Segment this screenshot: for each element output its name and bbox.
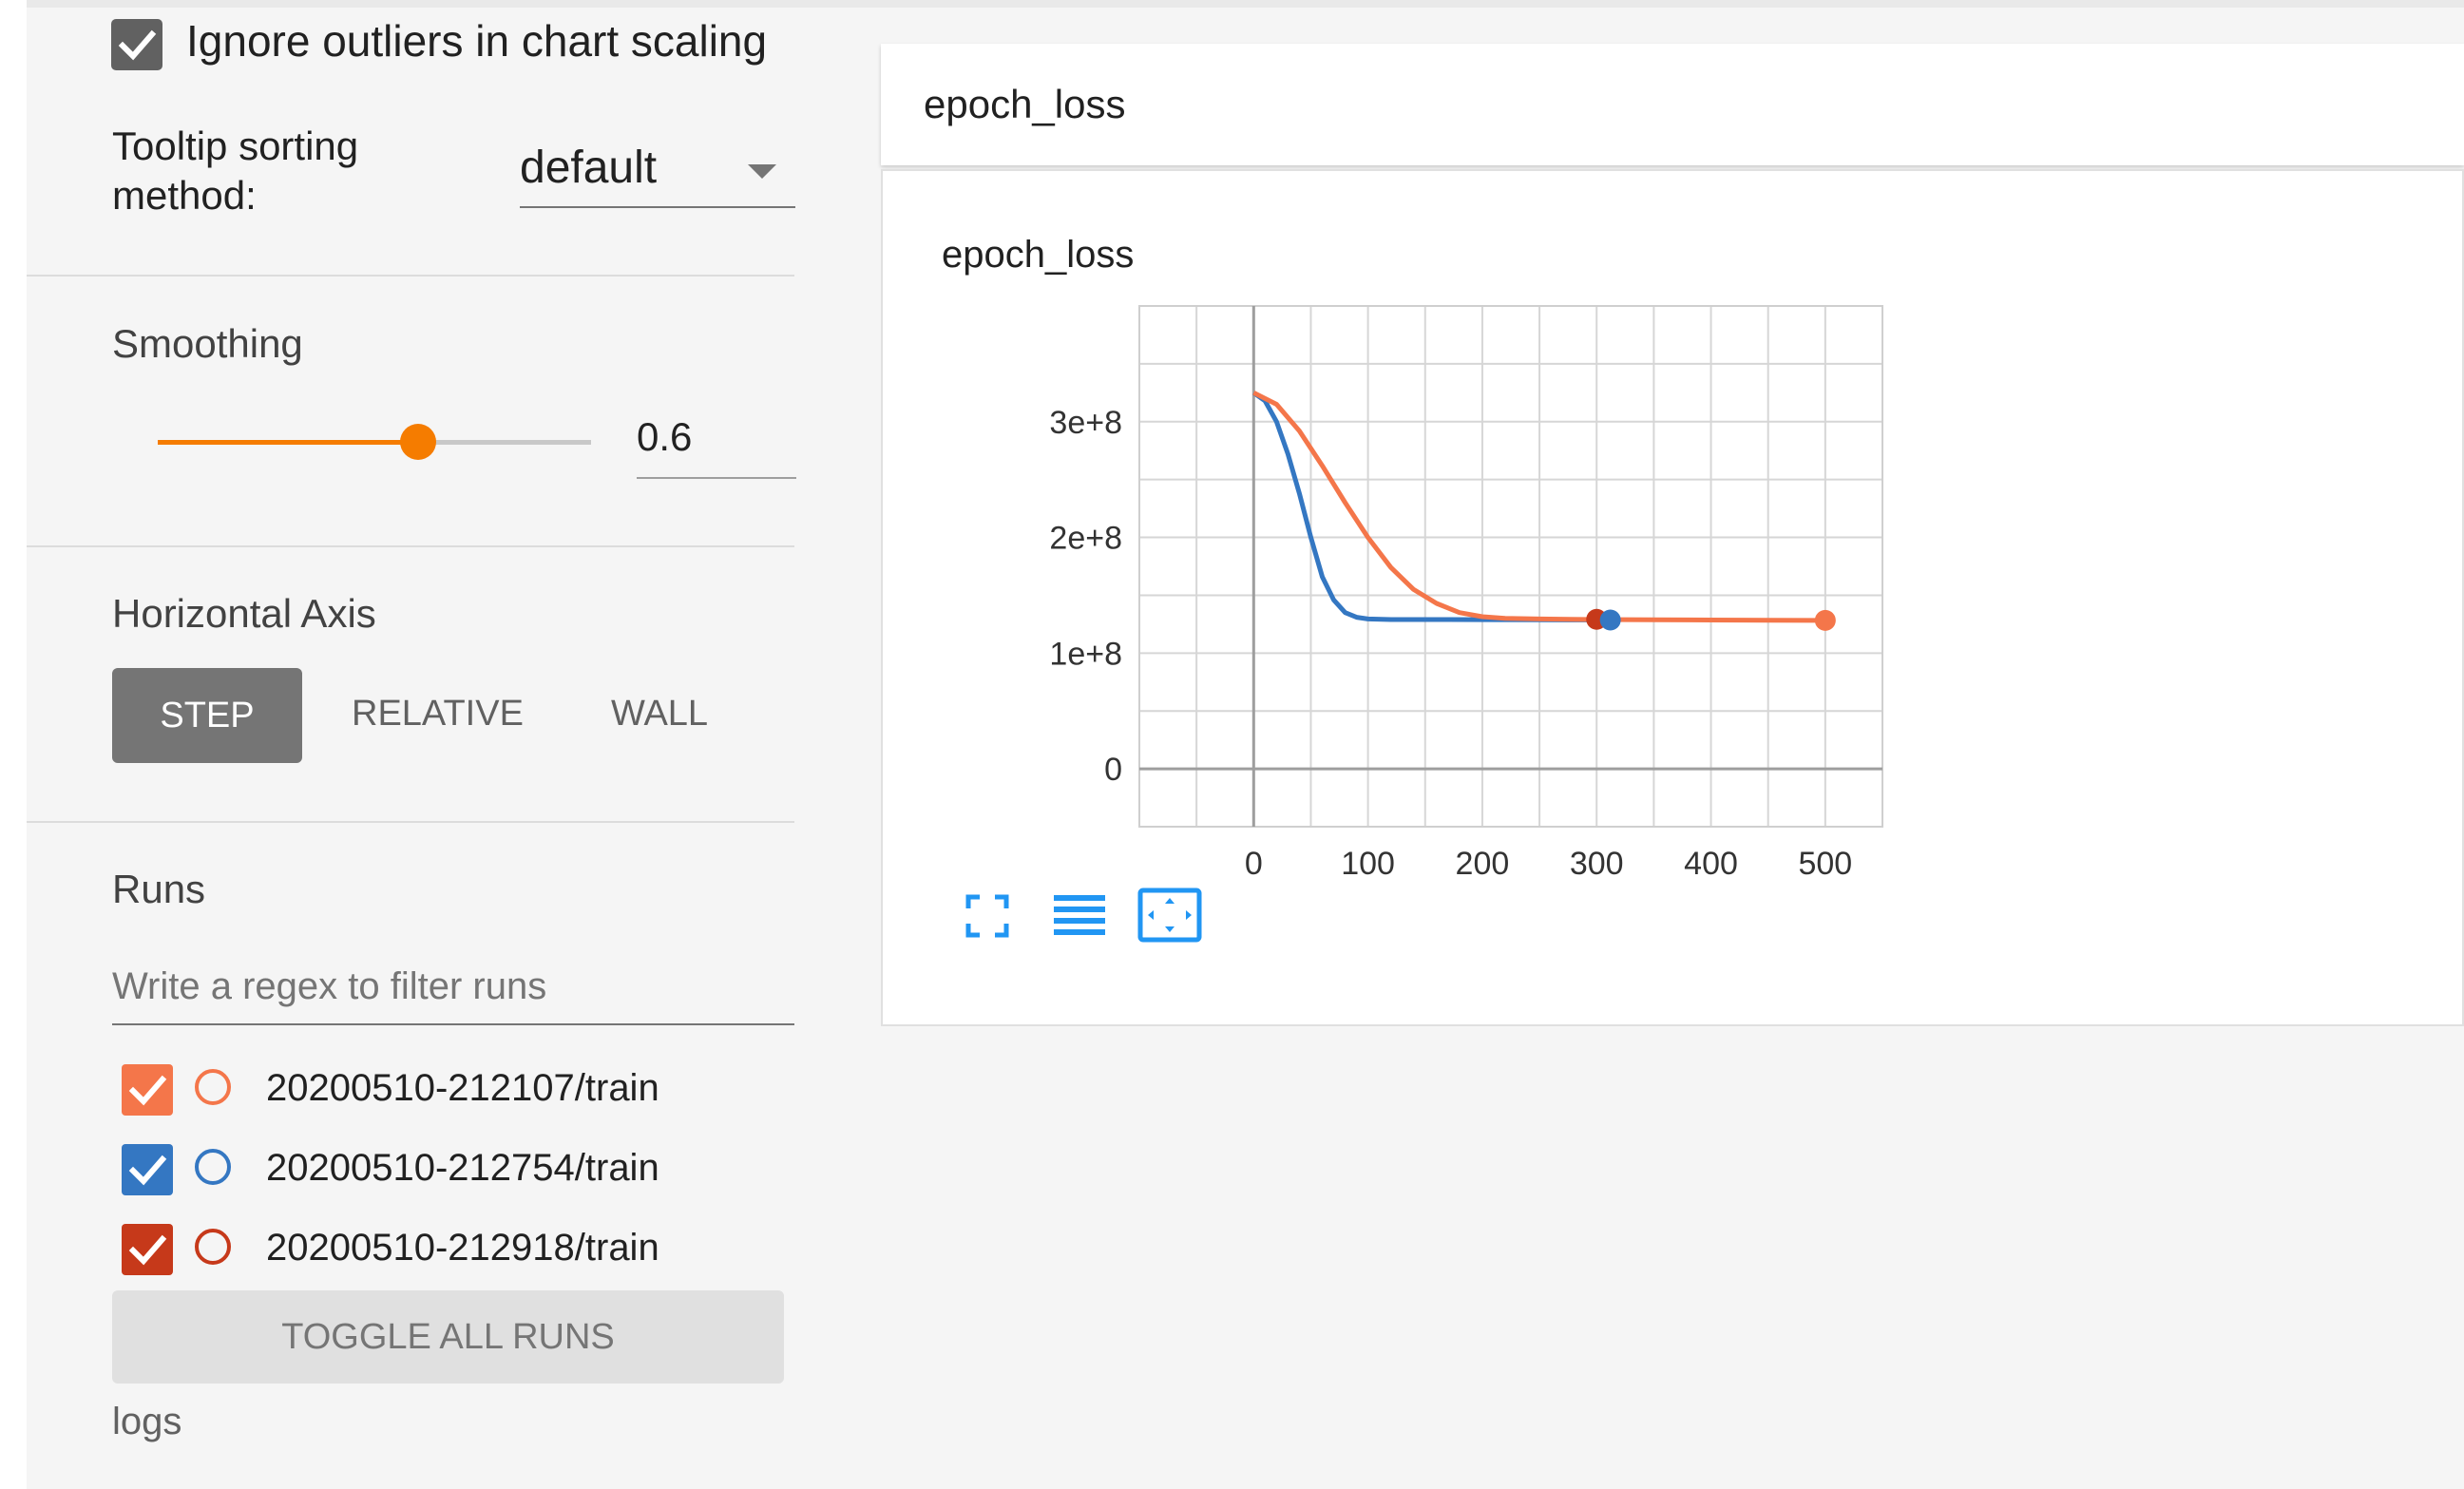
smoothing-value: 0.6 [637,414,693,459]
run-item[interactable]: 20200510-212754/train [122,1141,806,1198]
tooltip-sorting-value: default [520,143,658,193]
y-tick-label: 2e+8 [1049,521,1122,557]
chart-toolbar [959,888,1202,945]
checkmark-icon [128,1234,167,1266]
chart-grid [1138,305,1883,828]
logdir-label: logs [112,1401,182,1442]
x-tick-label: 200 [1456,846,1510,882]
ignore-outliers-checkbox[interactable] [111,19,162,70]
run-item[interactable]: 20200510-212107/train [122,1061,806,1118]
y-tick-label: 0 [1104,752,1122,788]
card-header[interactable]: epoch_loss [881,44,2464,165]
series-line [1251,391,1611,622]
chart-lines [1251,391,1836,631]
axis-step-button[interactable]: STEP [112,668,302,763]
chart[interactable]: 0 100 200 300 400 500 0 1e+8 2e+8 3e+8 [883,171,2462,1024]
run-checkbox[interactable] [122,1224,173,1275]
divider [27,545,794,547]
x-tick-label: 300 [1570,846,1624,882]
axis-wall-button[interactable]: WALL [611,694,709,734]
tooltip-sorting-select[interactable]: default [520,138,795,208]
chart-card: epoch_loss 0 100 200 300 400 500 0 1e+8 2e+8 3e+8 [881,169,2464,1026]
horizontal-axis-label: Horizontal Axis [112,591,376,636]
tooltip-sorting-label: Tooltip sorting method: [112,124,359,218]
series-line [1252,391,1825,623]
y-tick-label: 3e+8 [1049,405,1122,441]
plot-frame [1138,305,1883,828]
run-item[interactable]: 20200510-212918/train [122,1221,806,1278]
run-name: 20200510-212918/train [266,1227,659,1269]
dropdown-arrow-icon [748,164,776,179]
smoothing-slider-fill [158,440,418,445]
fit-domain-icon[interactable] [1137,888,1202,943]
run-color-radio[interactable] [195,1069,231,1105]
series-end-point [1814,609,1836,631]
run-filter-input[interactable] [112,955,777,1018]
smoothing-slider-thumb[interactable] [399,424,436,460]
axis-relative-button[interactable]: RELATIVE [352,694,524,734]
checkmark-icon [128,1075,167,1106]
top-bar [0,0,2464,8]
run-color-radio[interactable] [195,1149,231,1185]
ignore-outliers-label: Ignore outliers in chart scaling [186,16,768,66]
divider [27,821,794,823]
card-header-title: epoch_loss [924,82,1126,126]
chart-ticks: 0 100 200 300 400 500 0 1e+8 2e+8 3e+8 [1049,405,1852,882]
run-checkbox[interactable] [122,1064,173,1116]
left-edge [0,0,27,1489]
run-filter-field [112,955,794,1025]
x-tick-label: 100 [1341,846,1395,882]
smoothing-label: Smoothing [112,321,303,366]
x-tick-label: 400 [1684,846,1738,882]
run-checkbox[interactable] [122,1144,173,1195]
x-tick-label: 0 [1245,846,1263,882]
smoothing-slider[interactable] [158,424,591,460]
checkmark-icon [128,1155,167,1186]
chart-axes [1138,305,1883,828]
toggle-all-runs-button[interactable]: TOGGLE ALL RUNS [112,1290,784,1384]
runs-label: Runs [112,867,206,911]
divider [27,275,794,277]
run-name: 20200510-212107/train [266,1067,659,1109]
run-color-radio[interactable] [195,1229,231,1265]
run-name: 20200510-212754/train [266,1147,659,1189]
y-tick-label: 1e+8 [1049,636,1122,672]
x-tick-label: 500 [1798,846,1852,882]
smoothing-input[interactable]: 0.6 [637,409,796,479]
checkmark-icon [118,29,157,61]
series-end-point [1599,609,1621,631]
fullscreen-icon[interactable] [959,888,1016,945]
chart-title: epoch_loss [942,234,1135,276]
data-table-icon[interactable] [1046,888,1113,945]
